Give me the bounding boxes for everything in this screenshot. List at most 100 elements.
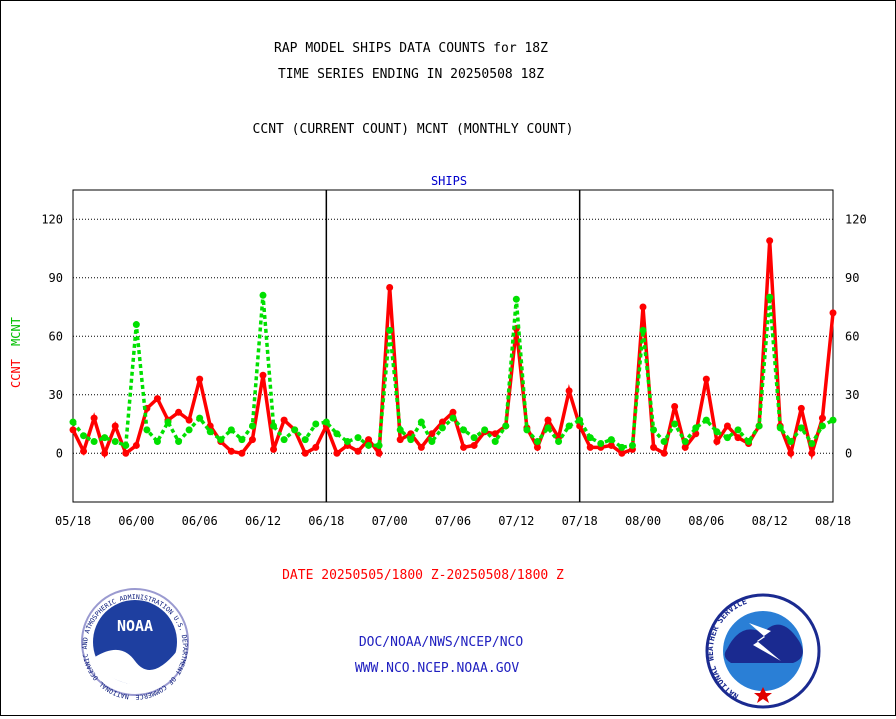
data-point xyxy=(312,443,320,451)
x-tick-label: 08/18 xyxy=(815,514,851,528)
data-point xyxy=(533,438,541,446)
data-point xyxy=(111,422,119,430)
y-tick-label: 90 xyxy=(845,271,859,285)
data-point xyxy=(787,438,795,446)
data-point xyxy=(586,443,594,451)
data-point xyxy=(386,284,394,291)
data-point xyxy=(206,428,214,436)
data-point xyxy=(565,387,573,395)
data-point xyxy=(417,443,425,451)
x-tick-label: 08/12 xyxy=(752,514,788,528)
data-point xyxy=(797,424,805,432)
data-point xyxy=(607,436,615,444)
data-point xyxy=(111,438,119,446)
plot-area xyxy=(72,189,834,503)
data-point xyxy=(227,447,235,455)
data-point xyxy=(428,438,436,446)
x-tick-label: 08/00 xyxy=(625,514,661,528)
data-point xyxy=(618,443,626,451)
data-point xyxy=(745,438,753,446)
data-point xyxy=(396,436,404,444)
data-point xyxy=(101,449,109,457)
data-point xyxy=(449,408,457,416)
day-separators xyxy=(325,190,581,502)
data-point xyxy=(555,438,563,446)
data-point xyxy=(301,449,309,457)
y-tick-label: 60 xyxy=(845,329,859,343)
data-point xyxy=(291,426,299,434)
data-point xyxy=(607,441,615,449)
data-point xyxy=(470,434,478,442)
data-point xyxy=(713,428,721,436)
data-point xyxy=(650,426,658,434)
data-point xyxy=(597,440,605,447)
data-point xyxy=(280,416,288,424)
data-point xyxy=(808,440,816,447)
data-point xyxy=(438,424,446,432)
data-point xyxy=(818,422,826,430)
data-point xyxy=(354,447,362,455)
data-point xyxy=(481,426,489,434)
data-point xyxy=(301,436,309,444)
data-point xyxy=(460,443,468,451)
data-point xyxy=(702,416,710,424)
data-point xyxy=(354,434,362,442)
x-tick-labels: 05/18 06/00 06/06 06/12 06/18 07/00 07/06 07/12… xyxy=(55,514,851,528)
data-point xyxy=(153,438,161,446)
org-line: DOC/NOAA/NWS/NCEP/NCO xyxy=(359,635,524,650)
noaa-logo-text: NOAA xyxy=(117,617,153,635)
y-tick-label: 0 xyxy=(56,446,63,460)
data-point xyxy=(787,449,795,457)
nws-logo: NATIONAL WEATHER SERVICE xyxy=(705,593,821,709)
data-point xyxy=(259,291,267,299)
data-point xyxy=(227,426,235,434)
series-ccnt xyxy=(69,237,837,461)
data-point xyxy=(460,426,468,434)
data-point xyxy=(69,418,77,426)
y-tick-label: 30 xyxy=(845,388,859,402)
x-tick-label: 06/18 xyxy=(308,514,344,528)
data-point xyxy=(80,432,88,440)
data-point xyxy=(259,371,267,379)
data-point xyxy=(671,402,679,410)
x-tick-label: 07/12 xyxy=(498,514,534,528)
data-point xyxy=(523,426,531,434)
data-point xyxy=(829,416,837,424)
data-point xyxy=(248,436,256,444)
data-point xyxy=(470,441,478,449)
data-point xyxy=(417,418,425,426)
panel-title: SHIPS xyxy=(431,174,467,188)
data-point xyxy=(248,422,256,430)
data-point xyxy=(660,449,668,457)
data-point xyxy=(322,418,330,426)
y-tick-labels-right: 0 30 60 90 120 xyxy=(845,212,867,460)
data-point xyxy=(660,438,668,446)
title-line-2: TIME SERIES ENDING IN 20250508 18Z xyxy=(278,67,544,82)
data-point xyxy=(386,326,394,334)
y-axis-title-ccnt: CCNT xyxy=(9,359,23,388)
data-point xyxy=(90,414,98,422)
data-point xyxy=(734,434,742,442)
x-tick-label: 06/06 xyxy=(182,514,218,528)
data-point xyxy=(776,424,784,432)
data-point xyxy=(280,436,288,444)
x-tick-label: 05/18 xyxy=(55,514,91,528)
data-point xyxy=(766,237,774,245)
data-point xyxy=(238,449,246,457)
data-point xyxy=(639,303,647,311)
data-point xyxy=(681,438,689,446)
data-point xyxy=(713,438,721,446)
data-point xyxy=(312,420,320,428)
series-line xyxy=(71,295,834,450)
data-point xyxy=(365,441,373,449)
title-line-1: RAP MODEL SHIPS DATA COUNTS for 18Z xyxy=(274,41,548,56)
date-range-label: DATE 20250505/1800 Z-20250508/1800 Z xyxy=(282,568,564,583)
x-tick-label: 07/18 xyxy=(562,514,598,528)
data-point xyxy=(122,441,130,449)
data-point xyxy=(586,434,594,442)
x-tick-label: 07/06 xyxy=(435,514,471,528)
data-point xyxy=(512,295,520,303)
data-point xyxy=(407,436,415,444)
